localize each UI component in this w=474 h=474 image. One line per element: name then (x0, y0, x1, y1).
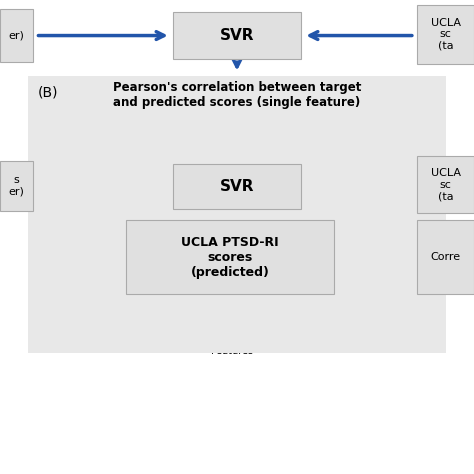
Y-axis label: Correlation: Correlation (66, 223, 76, 277)
Text: SVR: SVR (220, 28, 254, 43)
Text: (B): (B) (38, 85, 58, 100)
Text: Pearson's correlation between target
and predicted scores (single feature): Pearson's correlation between target and… (113, 81, 361, 109)
X-axis label: Features: Features (211, 346, 253, 356)
Text: s
er): s er) (9, 175, 25, 197)
Text: er): er) (9, 30, 25, 41)
Text: SVR: SVR (220, 179, 254, 193)
Text: UCLA
sc
(ta: UCLA sc (ta (430, 168, 461, 201)
Text: Corre: Corre (430, 252, 461, 262)
Text: UCLA
sc
(ta: UCLA sc (ta (430, 18, 461, 51)
Text: UCLA PTSD-RI
scores
(predicted): UCLA PTSD-RI scores (predicted) (181, 236, 279, 279)
